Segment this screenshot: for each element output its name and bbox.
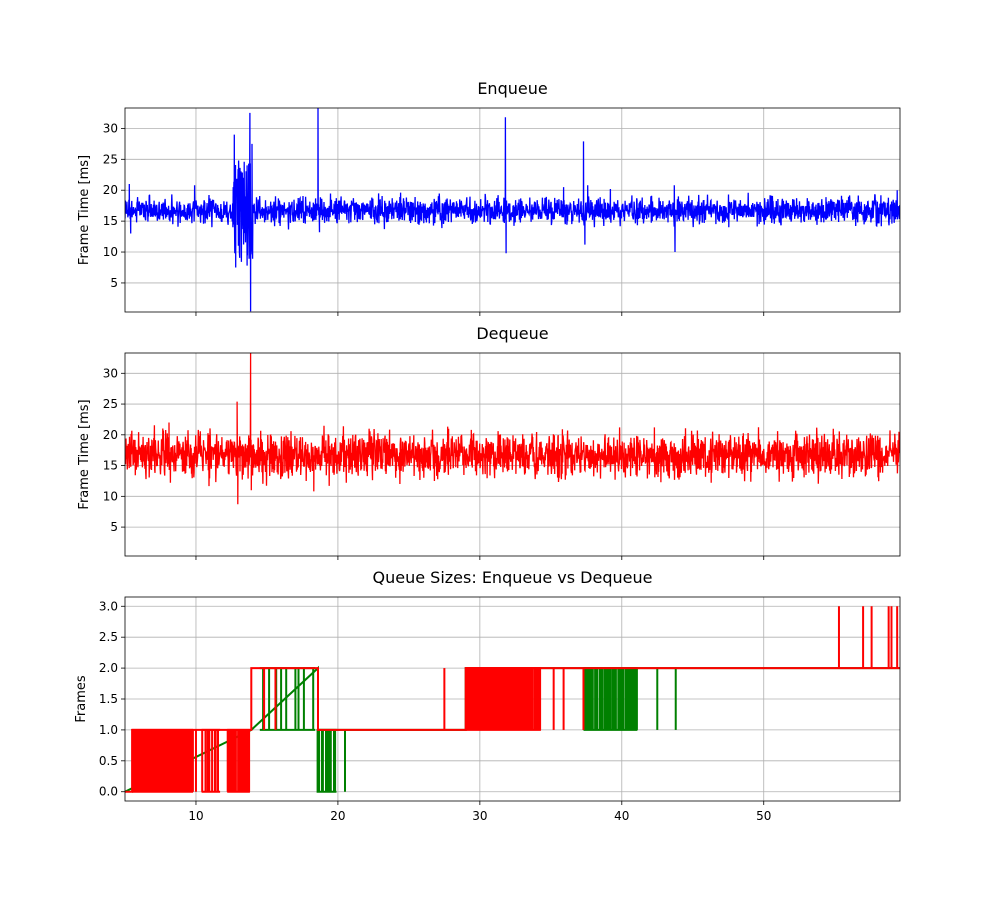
enqueue-y-tick-label: 10: [103, 245, 118, 259]
enqueue-y-tick-label: 5: [110, 276, 118, 290]
dequeue-axes-frame: [124, 352, 901, 557]
enqueue-y-tick-label: 25: [103, 152, 118, 166]
enqueue-y-tick-label: 15: [103, 214, 118, 228]
dequeue-size-switch-region: [201, 728, 221, 793]
enqueue-y-tick-label: 30: [103, 121, 118, 135]
queue-sizes-x-tick-label: 30: [472, 809, 487, 823]
dequeue-title: Dequeue: [476, 324, 548, 343]
dequeue-panel: Dequeue 5 10 15 20 25 30 Frame Time [ms]: [77, 324, 901, 560]
dequeue-y-tick-label: 15: [103, 459, 118, 473]
queue-sizes-y-tick-label: 0.0: [99, 785, 118, 799]
dequeue-axes: 5 10 15 20 25 30: [103, 352, 901, 560]
enqueue-axes-frame: [124, 107, 901, 313]
enqueue-axes: 5 10 15 20 25 30: [103, 107, 901, 316]
queue-sizes-panel: Queue Sizes: Enqueue vs Dequeue 10 20 30 40…: [74, 568, 901, 823]
dequeue-y-tick-label: 25: [103, 397, 118, 411]
enqueue-y-axis-label: Frame Time [ms]: [77, 155, 92, 265]
dequeue-y-tick-label: 20: [103, 428, 118, 442]
queue-sizes-y-tick-label: 1.5: [99, 692, 118, 706]
queue-sizes-y-tick-label: 1.0: [99, 723, 118, 737]
queue-sizes-x-tick-label: 40: [614, 809, 629, 823]
queue-sizes-series: [125, 606, 900, 793]
enqueue-y-tick-label: 20: [103, 183, 118, 197]
enqueue-size-switch-region: [316, 728, 337, 793]
enqueue-line: [125, 108, 900, 312]
queue-sizes-axes: 10 20 30 40 50 0.0 0.5 1.0 1.5 2.0 2.5 3.0: [99, 596, 901, 823]
dequeue-size-switch-region: [131, 728, 194, 793]
queue-sizes-y-tick-label: 2.0: [99, 661, 118, 675]
dequeue-size-switch-region: [465, 667, 542, 731]
queue-sizes-title: Queue Sizes: Enqueue vs Dequeue: [373, 568, 653, 587]
queue-sizes-x-tick-label: 50: [756, 809, 771, 823]
dequeue-y-tick-label: 5: [110, 520, 118, 534]
dequeue-y-axis-label: Frame Time [ms]: [77, 399, 92, 509]
queue-sizes-y-tick-label: 3.0: [99, 599, 118, 613]
dequeue-series: [125, 353, 900, 505]
queue-sizes-y-axis-label: Frames: [74, 675, 89, 723]
enqueue-series: [125, 108, 900, 312]
enqueue-panel: Enqueue 5 10 15 20 25 30 Frame Time [ms]: [77, 79, 901, 316]
dequeue-y-tick-label: 30: [103, 366, 118, 380]
queue-sizes-x-tick-label: 10: [188, 809, 203, 823]
enqueue-size-switch-region: [582, 667, 638, 731]
dequeue-size-switch-region: [226, 728, 251, 793]
dequeue-size-series: [125, 606, 900, 793]
queue-sizes-x-tick-label: 20: [330, 809, 345, 823]
dequeue-y-tick-label: 10: [103, 489, 118, 503]
queue-sizes-y-tick-label: 0.5: [99, 754, 118, 768]
dequeue-line: [125, 353, 900, 505]
queue-sizes-y-tick-label: 2.5: [99, 630, 118, 644]
enqueue-title: Enqueue: [477, 79, 547, 98]
queue-sizes-axes-frame: [124, 596, 901, 802]
